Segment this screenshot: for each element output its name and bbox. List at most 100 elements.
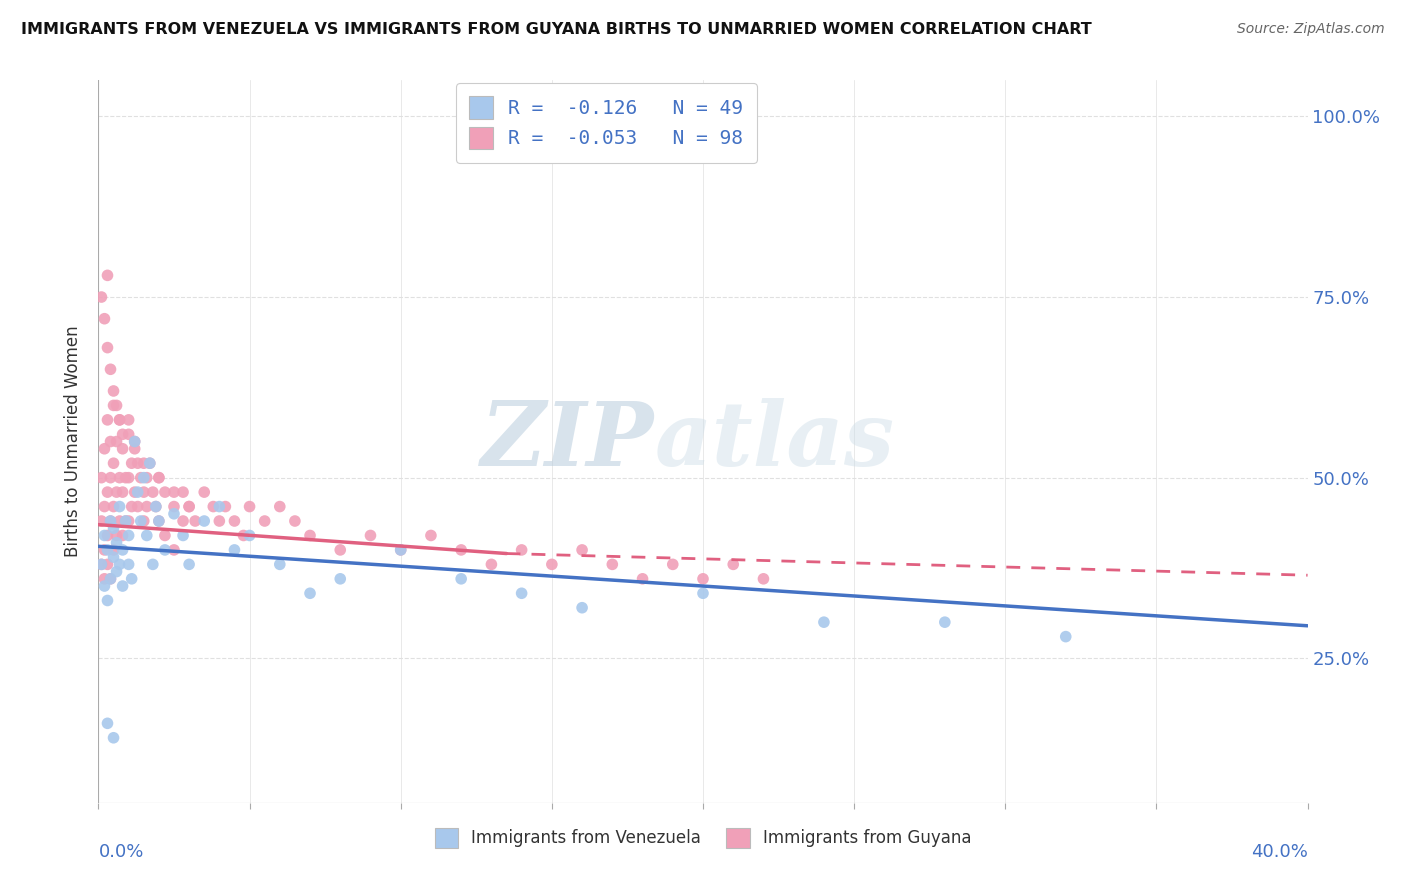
Point: [510, 586, 533, 600]
Point: [127, 456, 149, 470]
Point: [172, 485, 194, 500]
Point: [132, 471, 155, 485]
Point: [105, 535, 128, 549]
Point: [108, 500, 131, 514]
Point: [103, 731, 125, 745]
Point: [135, 471, 157, 485]
Point: [105, 528, 128, 542]
Point: [145, 500, 167, 514]
Point: [111, 528, 134, 542]
Point: [179, 500, 201, 514]
Point: [90, 514, 112, 528]
Point: [163, 542, 186, 557]
Point: [142, 558, 165, 572]
Point: [224, 542, 246, 557]
Point: [93, 542, 115, 557]
Point: [124, 434, 146, 449]
Point: [389, 542, 412, 557]
Point: [96, 716, 118, 731]
Point: [420, 528, 443, 542]
Point: [450, 572, 472, 586]
Point: [299, 586, 322, 600]
Point: [90, 471, 112, 485]
Point: [139, 456, 162, 470]
Point: [93, 572, 115, 586]
Point: [329, 542, 352, 557]
Point: [114, 514, 136, 528]
Point: [129, 471, 152, 485]
Point: [108, 413, 131, 427]
Point: [692, 586, 714, 600]
Point: [253, 514, 276, 528]
Point: [631, 572, 654, 586]
Point: [153, 485, 176, 500]
Point: [103, 550, 125, 565]
Point: [135, 500, 157, 514]
Point: [172, 528, 194, 542]
Point: [100, 514, 122, 528]
Point: [214, 500, 236, 514]
Point: [450, 542, 472, 557]
Point: [269, 500, 291, 514]
Point: [118, 427, 141, 442]
Point: [202, 500, 225, 514]
Point: [100, 471, 122, 485]
Point: [118, 558, 141, 572]
Point: [105, 434, 128, 449]
Point: [124, 485, 146, 500]
Point: [813, 615, 835, 630]
Point: [100, 572, 122, 586]
Point: [96, 593, 118, 607]
Point: [127, 500, 149, 514]
Point: [103, 500, 125, 514]
Point: [96, 341, 118, 355]
Point: [284, 514, 307, 528]
Point: [124, 434, 146, 449]
Point: [179, 558, 201, 572]
Point: [103, 398, 125, 412]
Point: [132, 485, 155, 500]
Point: [118, 471, 141, 485]
Point: [139, 456, 162, 470]
Point: [93, 579, 115, 593]
Point: [114, 514, 136, 528]
Point: [135, 528, 157, 542]
Point: [132, 514, 155, 528]
Point: [105, 485, 128, 500]
Point: [103, 542, 125, 557]
Text: Source: ZipAtlas.com: Source: ZipAtlas.com: [1237, 22, 1385, 37]
Point: [934, 615, 956, 630]
Point: [153, 528, 176, 542]
Point: [103, 456, 125, 470]
Point: [90, 558, 112, 572]
Point: [1054, 630, 1077, 644]
Legend: Immigrants from Venezuela, Immigrants from Guyana: Immigrants from Venezuela, Immigrants fr…: [426, 820, 980, 856]
Point: [752, 572, 775, 586]
Point: [148, 514, 170, 528]
Point: [193, 485, 215, 500]
Point: [100, 362, 122, 376]
Point: [124, 442, 146, 456]
Point: [121, 456, 143, 470]
Point: [602, 558, 624, 572]
Point: [145, 500, 167, 514]
Point: [105, 398, 128, 412]
Point: [481, 558, 503, 572]
Point: [114, 471, 136, 485]
Point: [108, 558, 131, 572]
Point: [93, 311, 115, 326]
Point: [121, 500, 143, 514]
Point: [96, 413, 118, 427]
Point: [723, 558, 745, 572]
Point: [360, 528, 382, 542]
Point: [93, 442, 115, 456]
Point: [540, 558, 562, 572]
Point: [208, 514, 231, 528]
Point: [118, 413, 141, 427]
Point: [132, 456, 155, 470]
Point: [172, 514, 194, 528]
Point: [571, 542, 593, 557]
Point: [193, 514, 215, 528]
Point: [148, 471, 170, 485]
Text: atlas: atlas: [655, 399, 894, 484]
